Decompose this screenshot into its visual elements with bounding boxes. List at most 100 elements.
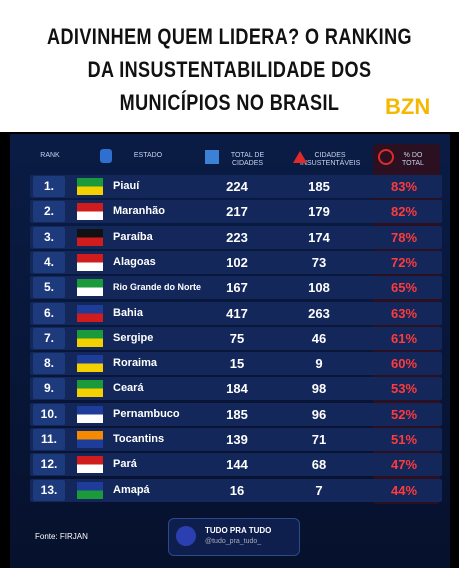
flag bbox=[77, 481, 103, 499]
unsustainable-cities: 9 bbox=[315, 356, 323, 372]
flag bbox=[77, 380, 103, 398]
flag bbox=[77, 203, 103, 221]
rank: 6. bbox=[43, 305, 54, 320]
total-cities: 16 bbox=[229, 482, 245, 498]
state: Tocantins bbox=[113, 433, 165, 445]
total-cities: 144 bbox=[226, 457, 248, 473]
table-row bbox=[30, 225, 442, 249]
flag bbox=[77, 178, 103, 195]
rank: 4. bbox=[43, 254, 54, 269]
total-cities: 75 bbox=[229, 330, 245, 346]
column-header: RANK bbox=[40, 152, 60, 159]
rank: 7. bbox=[43, 330, 54, 345]
table-row bbox=[30, 352, 442, 376]
state: Sergipe bbox=[113, 331, 154, 344]
rank-box bbox=[33, 277, 65, 299]
header-icon bbox=[293, 151, 307, 163]
unsustainable-cities: 68 bbox=[311, 457, 327, 473]
rank: 12. bbox=[40, 457, 58, 472]
total-cities: 184 bbox=[226, 381, 248, 397]
header-icon bbox=[378, 149, 394, 165]
title-line: DA INSUSTENTABILIDADE DOS bbox=[87, 57, 372, 82]
unsustainable-cities: 108 bbox=[308, 280, 330, 296]
percent: 65% bbox=[390, 280, 418, 296]
percent: 63% bbox=[390, 305, 418, 321]
rank: 1. bbox=[43, 179, 54, 193]
state: Rio Grande do Norte bbox=[113, 282, 202, 293]
table-row bbox=[30, 478, 442, 502]
title-line: MUNICÍPIOS NO BRASIL bbox=[119, 90, 340, 115]
table-row bbox=[30, 428, 442, 451]
table-row bbox=[30, 200, 442, 224]
flag bbox=[77, 279, 103, 297]
flag bbox=[77, 304, 103, 322]
percent: 78% bbox=[390, 229, 418, 245]
flag bbox=[77, 431, 103, 448]
logo: BZN bbox=[385, 94, 431, 119]
state: Piauí bbox=[113, 180, 140, 192]
total-cities: 167 bbox=[226, 280, 248, 296]
flag bbox=[77, 253, 103, 271]
percent: 44% bbox=[390, 482, 418, 498]
percent: 83% bbox=[390, 179, 418, 194]
rank-box bbox=[33, 201, 65, 223]
total-cities: 223 bbox=[226, 229, 248, 245]
unsustainable-cities: 96 bbox=[311, 406, 327, 422]
rank-box bbox=[33, 302, 65, 324]
rank: 2. bbox=[43, 204, 54, 219]
table-row bbox=[30, 276, 442, 300]
rank: 9. bbox=[43, 381, 54, 396]
unsustainable-cities: 71 bbox=[311, 432, 327, 447]
table-row bbox=[30, 175, 442, 198]
percent: 47% bbox=[390, 457, 418, 473]
total-cities: 417 bbox=[226, 305, 248, 321]
header: ADIVINHEM QUEM LIDERA? O RANKING DA INSU… bbox=[0, 0, 459, 132]
flag bbox=[77, 228, 103, 246]
state: Pernambuco bbox=[113, 407, 180, 420]
flag bbox=[77, 355, 103, 373]
unsustainable-cities: 46 bbox=[311, 330, 327, 346]
table-row bbox=[30, 301, 442, 325]
table-row bbox=[30, 402, 442, 426]
column-header: ESTADO bbox=[133, 152, 163, 159]
table-row bbox=[30, 250, 442, 274]
column-header: TOTAL DE CIDADES bbox=[230, 152, 265, 167]
flag bbox=[77, 405, 103, 423]
rank: 3. bbox=[43, 229, 54, 244]
column-header: CIDADES INSUSTENTÁVEIS bbox=[300, 152, 361, 167]
state: Maranhão bbox=[113, 205, 165, 218]
unsustainable-cities: 179 bbox=[308, 204, 330, 220]
rank-box bbox=[33, 429, 65, 450]
title-line: ADIVINHEM QUEM LIDERA? O RANKING bbox=[47, 24, 412, 49]
unsustainable-cities: 174 bbox=[308, 229, 330, 245]
percent: 72% bbox=[390, 254, 418, 270]
rank-box bbox=[33, 176, 65, 197]
rank: 5. bbox=[43, 280, 54, 295]
unsustainable-cities: 263 bbox=[308, 305, 330, 321]
percent: 60% bbox=[390, 356, 418, 372]
rank: 8. bbox=[43, 356, 54, 371]
flag bbox=[77, 329, 103, 347]
column-header: % DO TOTAL bbox=[402, 152, 424, 167]
rank: 13. bbox=[40, 482, 58, 497]
rank-box bbox=[33, 353, 65, 375]
state: Paraíba bbox=[113, 230, 153, 243]
rank-box bbox=[33, 403, 65, 425]
table-row bbox=[30, 453, 442, 477]
state: Bahia bbox=[113, 306, 143, 319]
brand-icon bbox=[176, 526, 196, 546]
percent: 53% bbox=[390, 381, 418, 397]
total-cities: 102 bbox=[226, 254, 248, 270]
percent: 82% bbox=[390, 204, 418, 220]
state: Ceará bbox=[113, 382, 144, 395]
state: Alagoas bbox=[113, 255, 156, 268]
flag bbox=[77, 456, 103, 474]
total-cities: 185 bbox=[226, 406, 248, 422]
table-row bbox=[30, 326, 442, 350]
rank-box bbox=[33, 454, 65, 476]
rank-box bbox=[33, 327, 65, 349]
total-cities: 139 bbox=[226, 432, 248, 447]
header-icon bbox=[100, 149, 112, 163]
brand-handle: @tudo_pra_tudo_ bbox=[205, 538, 262, 545]
state: Pará bbox=[113, 458, 137, 471]
